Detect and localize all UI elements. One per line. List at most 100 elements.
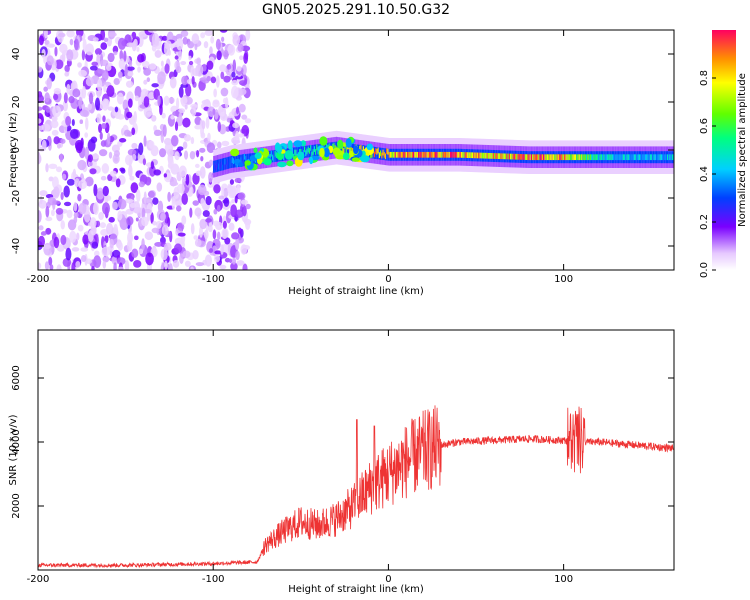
spectrogram-cell <box>160 212 166 221</box>
spectrogram-cell <box>180 96 188 105</box>
spectrogram-cell <box>212 108 216 116</box>
spectrogram-cell <box>206 75 211 82</box>
spectrogram-cell <box>224 257 231 263</box>
spectrogram-cell <box>106 132 111 145</box>
spectrogram-cell <box>189 150 196 160</box>
spectrogram-cell <box>146 111 153 116</box>
spectrogram-cell <box>386 148 388 161</box>
spectrogram-cell <box>48 163 58 170</box>
spectrogram-cell <box>235 130 239 141</box>
spectrogram-cell <box>232 59 237 73</box>
snr-frame <box>37 329 675 571</box>
spectrogram-cell <box>113 78 120 85</box>
spectrogram-cell <box>319 147 325 158</box>
spectrogram-cell <box>171 197 176 210</box>
spectrogram-cell <box>63 123 68 134</box>
spectrogram-cell <box>170 135 179 147</box>
spectrogram-cell <box>87 154 93 163</box>
spectrogram-cell <box>231 199 236 204</box>
spectrogram-cell <box>94 97 101 111</box>
spectrogram-cell <box>637 154 640 161</box>
spectrogram-cell <box>99 59 109 67</box>
spectrogram-cell <box>270 150 273 157</box>
spectrogram-cell <box>55 207 64 215</box>
x-tick-label: -200 <box>27 274 50 285</box>
spectrogram-cell <box>89 161 93 167</box>
spectrogram-cell <box>53 87 62 95</box>
spectrogram-cell <box>150 212 154 224</box>
colorbar-ticks: 0.0 0.2 0.4 0.6 0.8 <box>699 70 716 278</box>
spectrogram-cell <box>226 64 232 70</box>
spectrogram-cell <box>373 151 376 158</box>
spectrogram-cell <box>242 263 248 270</box>
spectrogram-cell <box>205 195 212 206</box>
spectrogram-cell <box>153 169 162 176</box>
spectrogram-cell <box>545 154 548 161</box>
spectrogram-cell <box>343 148 345 154</box>
spectrogram-cell <box>209 46 213 56</box>
spectrogram-cell <box>559 154 561 161</box>
spectrogram-cell <box>604 154 607 161</box>
spectrogram-cell <box>224 237 231 245</box>
spectrogram-cell <box>81 86 87 99</box>
spectrogram-cell <box>611 154 614 161</box>
spectrogram-cell <box>351 157 360 162</box>
spectrogram-cell <box>184 104 188 110</box>
spectrogram-cell <box>435 151 437 158</box>
spectrogram-cell <box>589 154 592 161</box>
spectrogram-cell <box>202 210 210 218</box>
spectrogram-cell <box>93 255 102 268</box>
spectrogram-cell <box>38 210 42 223</box>
spectrogram-cell <box>421 151 424 158</box>
spectrogram-cell <box>223 187 229 198</box>
spectrogram-cell <box>575 154 577 161</box>
spectrogram-cell <box>234 209 244 218</box>
spectrogram-cell <box>424 151 426 158</box>
spectrogram-cell <box>213 165 215 172</box>
spectrogram-cell <box>182 117 191 128</box>
spectrogram-cell <box>111 175 117 182</box>
spectrogram-cell <box>443 151 446 158</box>
spectrogram-cell <box>648 154 651 161</box>
spectrogram-cell <box>227 44 236 56</box>
spectrogram-cell <box>222 229 228 239</box>
spectrogram-cell <box>103 98 110 109</box>
snr-series-line <box>38 405 674 569</box>
spectrogram-cell <box>177 222 185 231</box>
spectrogram-cell <box>76 232 80 241</box>
spectrogram-cell <box>168 157 174 168</box>
spectrogram-cell <box>117 210 123 221</box>
spectrogram-cell <box>216 204 221 213</box>
spectrogram-cell <box>657 154 659 161</box>
spectrogram-cell <box>397 151 399 158</box>
spectrogram-cell <box>420 151 423 158</box>
spectrogram-cell <box>201 99 211 105</box>
spectrogram-cell <box>119 49 124 62</box>
spectrogram-cell <box>590 154 593 161</box>
spectrogram-cell <box>273 156 275 163</box>
spectrogram-cell <box>141 216 149 227</box>
spectrogram-cell <box>473 152 475 159</box>
spectrogram-cell <box>144 176 152 186</box>
spectrogram-cell <box>120 168 126 174</box>
spectrogram-cell <box>56 143 61 149</box>
spectrogram-cell <box>236 184 241 195</box>
spectrogram-cell <box>622 154 625 161</box>
spectrogram-cell <box>124 63 128 76</box>
snr-y-label: SNR (10 * v/v) <box>8 414 19 485</box>
spectrogram-cell <box>138 248 144 255</box>
spectrogram-cell <box>84 132 89 138</box>
spectrogram-cell <box>635 154 637 161</box>
spectrogram-cell <box>185 173 190 186</box>
spectrogram-cell <box>296 146 299 159</box>
spectrogram-cell <box>178 112 183 119</box>
spectrogram-cell <box>485 152 488 159</box>
spectrogram-cell <box>143 96 150 108</box>
colorbar-tick-label: 0.2 <box>699 214 710 230</box>
x-tick-label: -200 <box>27 574 50 585</box>
spectrogram-cell <box>201 120 206 130</box>
spectrogram-cell <box>459 151 462 158</box>
spectrogram-cell <box>197 184 207 196</box>
spectrogram-cell <box>69 38 74 46</box>
